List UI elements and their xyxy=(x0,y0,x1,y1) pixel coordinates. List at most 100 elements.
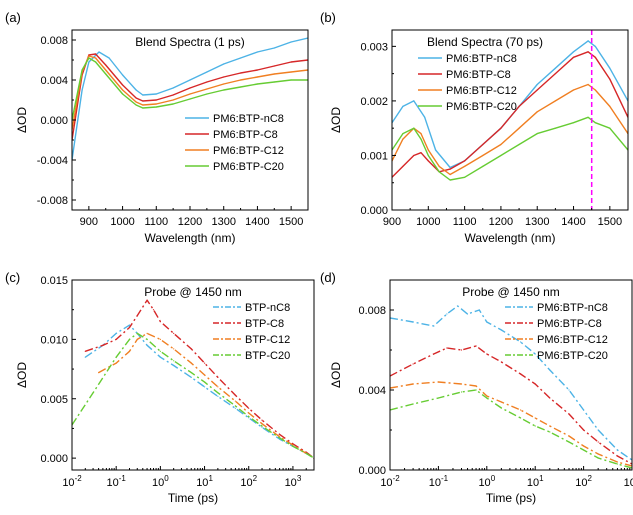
data-point xyxy=(128,324,131,326)
x-tick-label: 10-1 xyxy=(429,474,449,489)
y-axis-label: ΔOD xyxy=(329,107,343,133)
chart-title: Probe @ 1450 nm xyxy=(462,285,560,299)
data-point xyxy=(248,407,250,409)
legend-label: BTP-nC8 xyxy=(245,302,290,314)
data-point xyxy=(413,100,415,102)
data-point xyxy=(597,441,599,443)
legend-label: PM6:BTP-C8 xyxy=(213,129,278,141)
data-point xyxy=(173,348,175,350)
data-point xyxy=(173,332,175,334)
data-point xyxy=(518,105,520,107)
data-point xyxy=(136,332,138,334)
data-point xyxy=(464,160,466,162)
data-point xyxy=(475,389,477,391)
legend: PM6:BTP-nC8 PM6:BTP-C8 PM6:BTP-C12 PM6:BTP-… xyxy=(185,113,284,173)
series-line-4 xyxy=(72,332,314,459)
data-point xyxy=(486,395,488,397)
chart-title: Probe @ 1450 nm xyxy=(144,285,242,299)
data-point xyxy=(609,105,611,107)
data-point xyxy=(95,53,97,55)
series-group xyxy=(392,40,628,181)
legend-label: PM6:BTP-C20 xyxy=(213,161,284,173)
x-tick-label: 1100 xyxy=(144,216,168,228)
data-point xyxy=(122,84,124,86)
data-point xyxy=(122,89,124,91)
data-point xyxy=(173,360,175,362)
x-tick-label: 101 xyxy=(196,474,213,489)
data-point xyxy=(190,376,192,378)
data-point xyxy=(412,383,414,385)
data-point xyxy=(460,383,463,385)
series-line-3 xyxy=(390,381,632,467)
data-point xyxy=(572,51,575,53)
data-point xyxy=(433,325,435,327)
data-point xyxy=(520,409,522,411)
data-point xyxy=(583,445,585,447)
data-point xyxy=(594,56,596,58)
y-tick-label: 0.010 xyxy=(40,334,68,346)
series-line-1 xyxy=(84,324,314,459)
x-tick-label: 900 xyxy=(383,216,401,228)
data-point xyxy=(172,94,174,96)
x-tick-label: 1400 xyxy=(245,216,269,228)
y-tick-label: -0.004 xyxy=(37,155,68,167)
data-point xyxy=(155,93,157,95)
data-point xyxy=(98,51,100,53)
data-point xyxy=(572,56,575,58)
data-point xyxy=(122,93,124,95)
panel-letter: (d) xyxy=(320,270,336,285)
x-tick-label: 10-2 xyxy=(380,474,400,489)
data-point xyxy=(234,407,236,409)
data-point xyxy=(223,76,225,78)
x-tick-label: 1500 xyxy=(598,216,622,228)
data-point xyxy=(172,103,174,105)
y-tick-label: 0.005 xyxy=(40,394,68,406)
data-point xyxy=(128,350,131,352)
data-point xyxy=(583,449,585,451)
data-point xyxy=(273,73,275,75)
data-point xyxy=(256,69,258,71)
x-axis-label: Wavelength (nm) xyxy=(465,231,556,245)
x-tick-label: 1000 xyxy=(416,216,440,228)
y-axis-label: ΔOD xyxy=(329,362,343,388)
data-point xyxy=(128,338,131,340)
data-point xyxy=(568,389,570,391)
y-tick-label: 0.000 xyxy=(360,205,388,217)
data-point xyxy=(84,356,86,358)
data-point xyxy=(240,72,242,74)
data-point xyxy=(105,69,107,71)
data-point xyxy=(616,463,619,465)
data-point xyxy=(438,165,440,167)
legend: PM6:BTP-nC8 PM6:BTP-C8 PM6:BTP-C12 PM6:BTP-… xyxy=(418,53,517,113)
data-point xyxy=(84,350,86,352)
data-point xyxy=(597,457,599,459)
data-point xyxy=(136,338,138,340)
data-point xyxy=(256,51,258,53)
data-point xyxy=(413,154,415,157)
data-point xyxy=(159,356,161,358)
data-point xyxy=(464,165,466,167)
data-point xyxy=(449,173,451,176)
data-point xyxy=(290,61,292,63)
x-tick-label: 1100 xyxy=(453,216,477,228)
data-point xyxy=(206,88,208,90)
data-point xyxy=(583,429,585,431)
data-point xyxy=(466,313,469,315)
data-point xyxy=(128,326,131,329)
data-point xyxy=(135,89,137,91)
data-point xyxy=(204,362,206,364)
data-point xyxy=(500,143,502,146)
data-point xyxy=(261,425,263,427)
data-point xyxy=(482,154,484,157)
x-tick-label: 900 xyxy=(80,216,98,228)
data-point xyxy=(292,445,294,447)
data-point xyxy=(594,45,596,48)
data-point xyxy=(105,64,107,66)
data-point xyxy=(594,122,596,124)
data-point xyxy=(190,348,192,350)
data-point xyxy=(142,107,144,109)
x-tick-label: 10-1 xyxy=(106,474,126,489)
data-point xyxy=(427,160,429,162)
series-line-2 xyxy=(390,345,632,465)
data-point xyxy=(438,171,440,173)
